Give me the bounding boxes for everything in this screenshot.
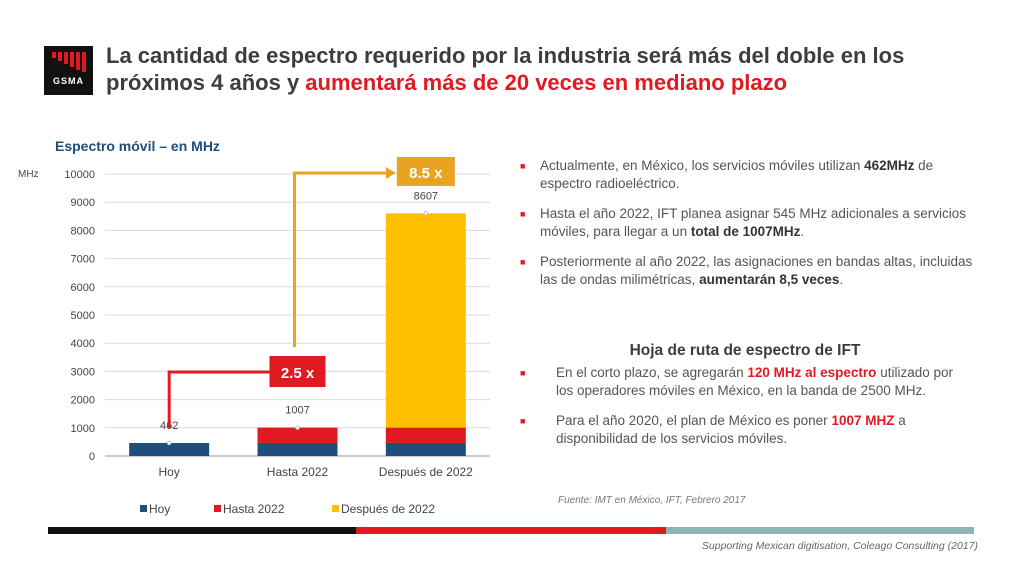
bullet-list: ■ Actualmente, en México, los servicios m… xyxy=(520,157,980,301)
y-tick-label: 1000 xyxy=(71,423,95,435)
bar-segment xyxy=(385,442,466,456)
slide-title: La cantidad de espectro requerido por la… xyxy=(106,42,986,96)
gsma-logo: GSMA xyxy=(44,46,93,95)
roadmap-title: Hoja de ruta de espectro de IFT xyxy=(629,342,861,359)
roadmap-list: ■ En el corto plazo, se agregarán 120 MHz… xyxy=(520,364,970,460)
y-tick-label: 8000 xyxy=(71,225,95,237)
x-tick-label: Hasta 2022 xyxy=(267,465,329,479)
roadmap-item-1: ■ En el corto plazo, se agregarán 120 MHz… xyxy=(520,365,953,398)
bullet-marker: ■ xyxy=(520,161,526,171)
title-main: La cantidad de espectro requerido por la… xyxy=(106,43,905,95)
y-tick-label: 0 xyxy=(89,451,95,463)
y-tick-label: 7000 xyxy=(71,254,95,266)
bar-segment xyxy=(129,442,210,456)
legend-label: Después de 2022 xyxy=(341,502,435,516)
bar-segment xyxy=(257,442,338,456)
logo-bars xyxy=(52,52,86,72)
y-tick-label: 3000 xyxy=(71,366,95,378)
x-tick-label: Después de 2022 xyxy=(379,465,473,479)
bullet-item-2: ■ Hasta el año 2022, IFT planea asignar 5… xyxy=(520,206,966,239)
growth-arrow-2 xyxy=(293,171,386,347)
bar-segment xyxy=(385,427,466,443)
bullet-marker: ■ xyxy=(520,257,526,267)
bullet-marker: ■ xyxy=(520,368,526,378)
bullet-item-3: ■ Posteriormente al año 2022, las asignac… xyxy=(520,254,973,287)
source-note: Fuente: IMT en México, IFT, Febrero 2017 xyxy=(558,495,746,506)
bar-total-marker xyxy=(295,425,300,430)
bullet-marker: ■ xyxy=(520,209,526,219)
bar-total-marker xyxy=(166,440,172,446)
bullet-marker: ■ xyxy=(520,416,526,426)
footer-credit: Supporting Mexican digitisation, Coleago… xyxy=(701,540,978,552)
legend-swatch xyxy=(140,505,147,512)
y-axis-unit-label: MHz xyxy=(18,169,39,180)
data-label: 1007 xyxy=(285,405,309,417)
data-label: 8607 xyxy=(414,190,438,202)
legend-swatch xyxy=(332,505,339,512)
x-tick-label: Hoy xyxy=(158,465,179,479)
y-tick-label: 4000 xyxy=(71,338,95,350)
roadmap-item-2: ■ Para el año 2020, el plan de México es … xyxy=(520,413,906,446)
legend-swatch xyxy=(214,505,221,512)
y-tick-label: 2000 xyxy=(71,395,95,407)
y-tick-label: 6000 xyxy=(71,282,95,294)
annotation-label-2: 8.5 x xyxy=(409,165,443,182)
annotation-box-1 xyxy=(269,356,326,387)
stacked-bar-chart: MHz 0 1000 2000 3000 4000 5000 6000 7000 8000 9000… xyxy=(18,157,490,516)
chart-title: Espectro móvil – en MHz xyxy=(55,138,220,154)
legend-label: Hoy xyxy=(149,502,170,516)
annotation-box-2 xyxy=(396,157,455,186)
bar-segment xyxy=(385,213,466,428)
bullet-item-1: ■ Actualmente, en México, los servicios m… xyxy=(520,158,934,191)
y-tick-label: 10000 xyxy=(64,169,95,181)
y-tick-label: 5000 xyxy=(71,310,95,322)
bar-segment xyxy=(257,427,338,443)
logo-text: GSMA xyxy=(53,76,84,86)
annotation-label-1: 2.5 x xyxy=(281,365,315,382)
title-highlight: aumentará más de 20 veces en mediano pla… xyxy=(305,70,788,95)
y-tick-label: 9000 xyxy=(71,197,95,209)
legend-label: Hasta 2022 xyxy=(223,502,285,516)
footer-color-bar xyxy=(48,527,974,534)
arrow-head-2 xyxy=(385,167,396,179)
growth-arrow-1 xyxy=(167,370,270,428)
bar-total-marker xyxy=(423,210,429,216)
